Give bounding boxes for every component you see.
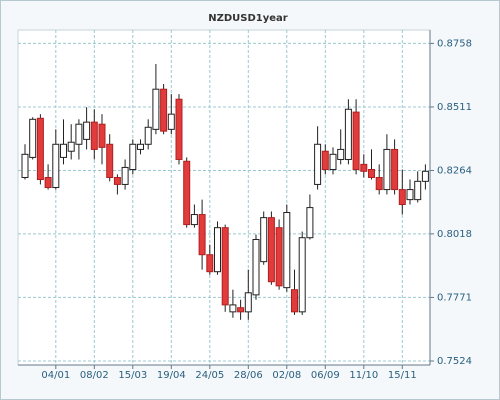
candle-body [206, 254, 214, 273]
candle-body [183, 160, 191, 226]
candle-body [306, 207, 314, 239]
candle-body [421, 170, 429, 182]
x-tick-label: 02/08 [272, 370, 301, 381]
candle-body [221, 227, 229, 306]
candle-body [44, 176, 52, 189]
candle-body [414, 180, 422, 201]
y-tick-label: 0.8264 [437, 166, 472, 177]
x-tick-label: 15/03 [118, 370, 147, 381]
y-tick-label: 0.8018 [437, 229, 472, 240]
candle-body [244, 292, 252, 313]
candle-body [198, 214, 206, 256]
candle-body [283, 211, 291, 289]
candle-body [368, 169, 375, 178]
candle-body [229, 304, 237, 313]
candle-body [291, 289, 298, 313]
y-tick-label: 0.8758 [437, 38, 472, 49]
candle-body [337, 148, 345, 160]
candle-body [21, 153, 29, 178]
candle-body [144, 126, 152, 145]
candle-body [398, 189, 406, 206]
y-tick-label: 0.7771 [437, 292, 472, 303]
candle-body [298, 237, 306, 313]
candle-body [275, 227, 283, 287]
candle-body [90, 121, 98, 150]
candle-body [267, 217, 275, 283]
candle-body [67, 141, 75, 152]
candle-body [137, 143, 144, 150]
candle-body [98, 123, 106, 148]
candle-body [152, 88, 160, 130]
candle-body [167, 113, 175, 130]
candle-body [214, 227, 221, 273]
candle-body [75, 123, 83, 145]
plot-area [17, 29, 431, 366]
x-tick-label: 08/02 [80, 370, 109, 381]
candle-body [121, 166, 129, 185]
x-tick-label: 15/11 [388, 370, 417, 381]
candle-body [321, 150, 329, 171]
candle-body [60, 143, 67, 158]
candle-body [129, 143, 137, 171]
y-tick-label: 0.8511 [437, 102, 472, 113]
candle-body [360, 163, 368, 172]
candle-body [160, 88, 168, 132]
candle-body [29, 118, 37, 158]
x-tick-label: 04/01 [41, 370, 70, 381]
candle-body [36, 117, 44, 181]
candle-body [106, 143, 114, 178]
candle-body [113, 176, 121, 185]
x-tick-label: 06/09 [311, 370, 340, 381]
candle-body [52, 143, 60, 189]
candle-body [175, 98, 183, 160]
candle-body [383, 148, 391, 191]
candle-body [406, 189, 414, 201]
y-tick-label: 0.7524 [437, 356, 472, 367]
x-tick-label: 28/06 [234, 370, 263, 381]
candle-body [237, 307, 245, 313]
candle-body [344, 108, 352, 160]
candle-body [375, 176, 383, 191]
candle-body [252, 239, 260, 296]
x-tick-label: 24/05 [195, 370, 224, 381]
candle-body [83, 121, 91, 140]
candle-body [352, 111, 360, 171]
candle-body [260, 217, 268, 263]
candle-body [190, 214, 198, 226]
x-tick-label: 11/10 [349, 370, 378, 381]
candle-body [314, 143, 322, 185]
candle-body [391, 148, 399, 191]
x-tick-label: 19/04 [157, 370, 186, 381]
chart-title: NZDUSD1year [208, 13, 288, 24]
candle-body [329, 153, 337, 171]
